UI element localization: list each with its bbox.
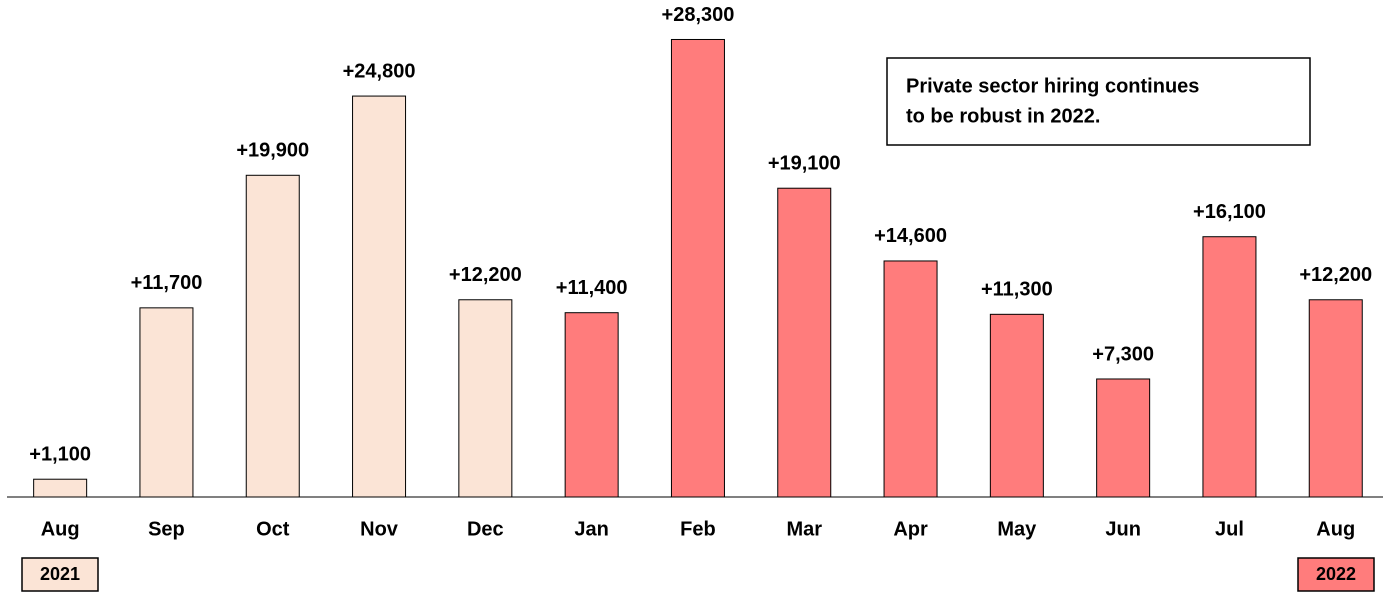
x-tick-label: Apr	[893, 518, 928, 540]
value-label: +11,400	[556, 277, 628, 299]
bar	[1308, 299, 1363, 498]
bar	[33, 478, 88, 498]
bar	[352, 95, 407, 498]
x-tick-label: Jan	[574, 518, 608, 540]
bar	[245, 174, 300, 498]
value-label: +19,900	[236, 140, 309, 162]
x-tick-label: Jul	[1215, 518, 1244, 540]
x-tick-label: Aug	[41, 518, 80, 540]
x-tick-label: Feb	[680, 518, 716, 540]
annotation-line: Private sector hiring continues	[906, 75, 1199, 97]
annotation-line: to be robust in 2022.	[906, 105, 1100, 127]
x-tick-label: Nov	[360, 518, 399, 540]
value-label: +24,800	[343, 60, 416, 82]
bar	[139, 307, 194, 498]
bar	[1096, 378, 1151, 498]
bar	[458, 299, 513, 498]
bar	[670, 38, 725, 498]
year-label: 2021	[40, 564, 80, 584]
value-label: +11,300	[981, 279, 1053, 301]
value-label: +1,100	[29, 443, 91, 465]
x-tick-label: Jun	[1105, 518, 1141, 540]
value-label: +14,600	[874, 225, 947, 247]
bar	[564, 312, 619, 498]
x-tick-label: Sep	[148, 518, 185, 540]
year-label: 2022	[1316, 564, 1356, 584]
x-tick-label: Dec	[467, 518, 504, 540]
x-tick-label: May	[997, 518, 1037, 540]
value-label: +12,200	[1299, 264, 1372, 286]
bar	[989, 313, 1044, 498]
bar	[883, 260, 938, 498]
x-tick-label: Mar	[786, 518, 822, 540]
value-label: +16,100	[1193, 201, 1266, 223]
value-label: +11,700	[131, 272, 203, 294]
value-label: +7,300	[1092, 343, 1154, 365]
bar	[1202, 236, 1257, 498]
x-tick-label: Aug	[1316, 518, 1355, 540]
year-box	[1297, 557, 1375, 592]
value-label: +19,100	[768, 152, 841, 174]
value-label: +28,300	[662, 4, 735, 26]
value-label: +12,200	[449, 264, 522, 286]
bar	[777, 187, 832, 498]
year-box	[21, 557, 99, 592]
annotation-box	[886, 57, 1311, 146]
x-tick-label: Oct	[256, 518, 290, 540]
